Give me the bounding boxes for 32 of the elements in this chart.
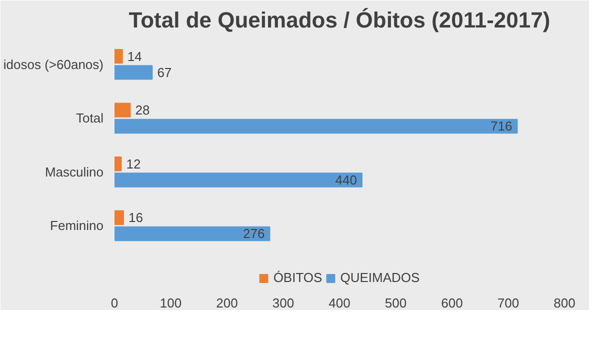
data-label: 67	[157, 64, 172, 80]
x-tick-label: 700	[497, 296, 520, 310]
bar	[114, 102, 131, 118]
bar	[114, 226, 270, 242]
x-tick-label: 0	[110, 296, 118, 310]
x-tick-label: 600	[441, 296, 463, 310]
bar	[114, 156, 122, 172]
data-label: 440	[335, 172, 358, 188]
data-label: 16	[128, 210, 143, 226]
chart-title: Total de Queimados / Óbitos (2011-2017)	[128, 8, 550, 32]
x-tick-label: 300	[272, 296, 294, 310]
legend-label: ÓBITOS	[273, 270, 322, 285]
y-tick-label: Masculino	[44, 164, 104, 180]
data-label: 12	[126, 156, 141, 172]
y-tick-label: Feminino	[50, 218, 104, 234]
y-tick-label: Total	[76, 110, 104, 126]
bar	[114, 65, 153, 80]
data-label: 28	[135, 102, 150, 118]
x-tick-label: 500	[384, 296, 407, 310]
y-tick-label: idosos (>60anos)	[3, 56, 104, 72]
legend-label: QUEIMADOS	[340, 270, 420, 285]
x-tick-label: 100	[160, 296, 182, 310]
x-tick-label: 800	[554, 296, 576, 310]
bar	[114, 210, 124, 225]
x-tick-label: 400	[328, 296, 350, 310]
bar	[114, 48, 123, 64]
data-label: 716	[490, 118, 512, 134]
data-label: 276	[243, 226, 265, 242]
bar	[114, 118, 518, 134]
data-label: 14	[127, 48, 142, 64]
bar	[114, 172, 362, 188]
x-tick-label: 200	[216, 296, 238, 310]
